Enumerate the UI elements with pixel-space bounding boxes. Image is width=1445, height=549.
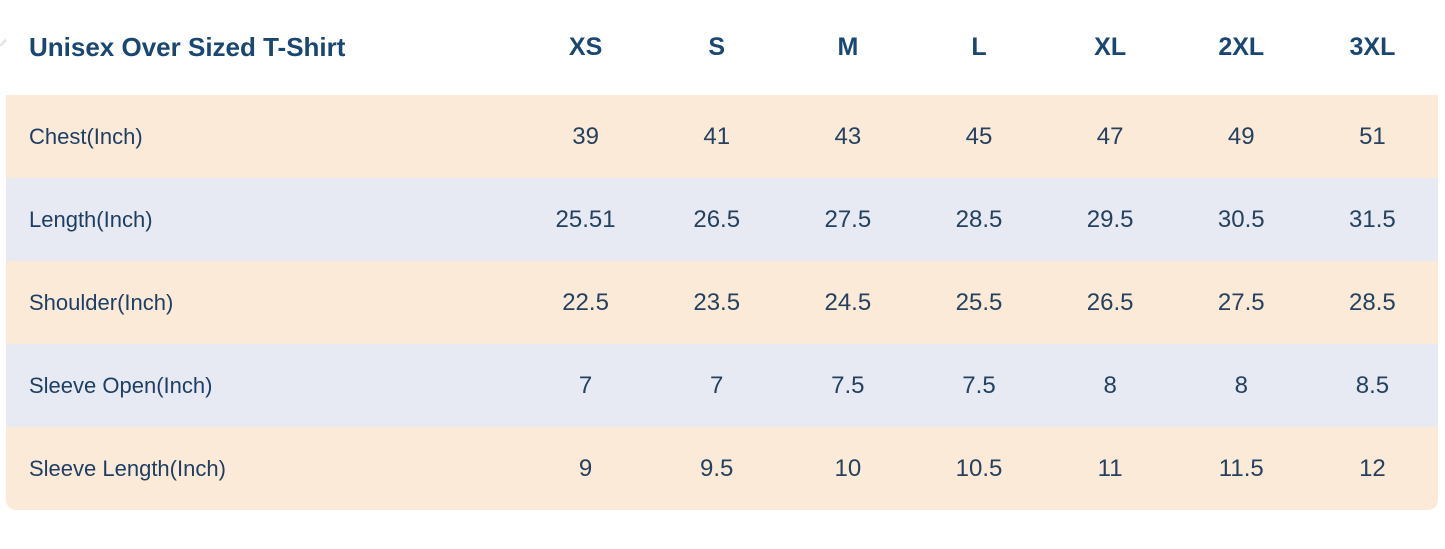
cell-shoulder-l: 25.5	[955, 288, 1003, 316]
column-header-2xl: 2XL	[1218, 33, 1265, 61]
table-title: Unisex Over Sized T-Shirt	[29, 32, 346, 62]
cell-shoulder-3xl: 28.5	[1349, 288, 1396, 316]
cell-length-xs: 25.51	[555, 205, 616, 233]
cell-length-m: 27.5	[824, 205, 872, 233]
cell-chest-s: 41	[703, 122, 731, 150]
cell-shoulder-2xl: 27.5	[1217, 288, 1265, 316]
column-header-xs: XS	[568, 33, 603, 61]
column-header-3xl: 3XL	[1349, 33, 1396, 61]
column-header-xl: XL	[1094, 33, 1127, 61]
cell-sleeve-length-l: 10.5	[955, 454, 1003, 482]
cell-chest-m: 43	[834, 122, 862, 150]
row-label-length: Length(Inch)	[29, 206, 153, 232]
cell-sleeve-open-2xl: 8	[1234, 371, 1248, 399]
row-label-shoulder: Shoulder(Inch)	[29, 289, 174, 315]
table-row-sleeve-open: Sleeve Open(Inch) 7 7 7.5 7.5 8 8 8.5	[6, 344, 1438, 427]
cell-chest-xs: 39	[572, 122, 599, 150]
cell-sleeve-open-3xl: 8.5	[1355, 371, 1390, 399]
table-row-length: Length(Inch) 25.51 26.5 27.5 28.5 29.5 3…	[6, 178, 1438, 261]
cell-chest-xl: 47	[1096, 122, 1124, 150]
cell-chest-2xl: 49	[1227, 122, 1255, 150]
row-label-chest: Chest(Inch)	[29, 123, 143, 149]
cell-length-xl: 29.5	[1086, 205, 1134, 233]
cell-sleeve-open-m: 7.5	[831, 371, 865, 399]
cell-shoulder-xl: 26.5	[1086, 288, 1134, 316]
row-label-sleeve-length: Sleeve Length(Inch)	[29, 455, 226, 481]
cell-sleeve-open-xl: 8	[1103, 371, 1117, 399]
cell-sleeve-length-xl: 11	[1097, 454, 1123, 482]
cell-sleeve-length-s: 9.5	[700, 454, 734, 482]
cell-sleeve-open-s: 7	[710, 371, 724, 399]
cell-sleeve-length-m: 10	[834, 454, 862, 482]
row-label-sleeve-open: Sleeve Open(Inch)	[29, 372, 213, 398]
table-row-shoulder: Shoulder(Inch) 22.5 23.5 24.5 25.5 26.5 …	[6, 261, 1438, 344]
column-header-l: L	[971, 33, 987, 61]
cell-chest-3xl: 51	[1359, 122, 1386, 150]
cell-shoulder-m: 24.5	[824, 288, 872, 316]
cell-sleeve-length-2xl: 11.5	[1218, 454, 1264, 482]
cell-length-2xl: 30.5	[1217, 205, 1265, 233]
cell-sleeve-open-l: 7.5	[962, 371, 996, 399]
cell-length-3xl: 31.5	[1349, 205, 1396, 233]
table-header-row: Unisex Over Sized T-Shirt XS S M L XL 2X…	[6, 0, 1438, 95]
size-chart-table: Unisex Over Sized T-Shirt XS S M L XL 2X…	[6, 0, 1438, 510]
column-header-s: S	[708, 33, 726, 61]
column-header-m: M	[837, 33, 859, 61]
cell-chest-l: 45	[965, 122, 993, 150]
cell-sleeve-open-xs: 7	[578, 371, 593, 399]
cell-length-s: 26.5	[693, 205, 741, 233]
cell-length-l: 28.5	[955, 205, 1003, 233]
cell-sleeve-length-xs: 9	[578, 454, 593, 482]
cell-shoulder-s: 23.5	[693, 288, 741, 316]
cell-shoulder-xs: 22.5	[562, 288, 609, 316]
cell-sleeve-length-3xl: 12	[1359, 454, 1386, 482]
table-row-sleeve-length: Sleeve Length(Inch) 9 9.5 10 10.5 11 11.…	[6, 427, 1438, 510]
table-row-chest: Chest(Inch) 39 41 43 45 47 49 51	[6, 95, 1438, 178]
